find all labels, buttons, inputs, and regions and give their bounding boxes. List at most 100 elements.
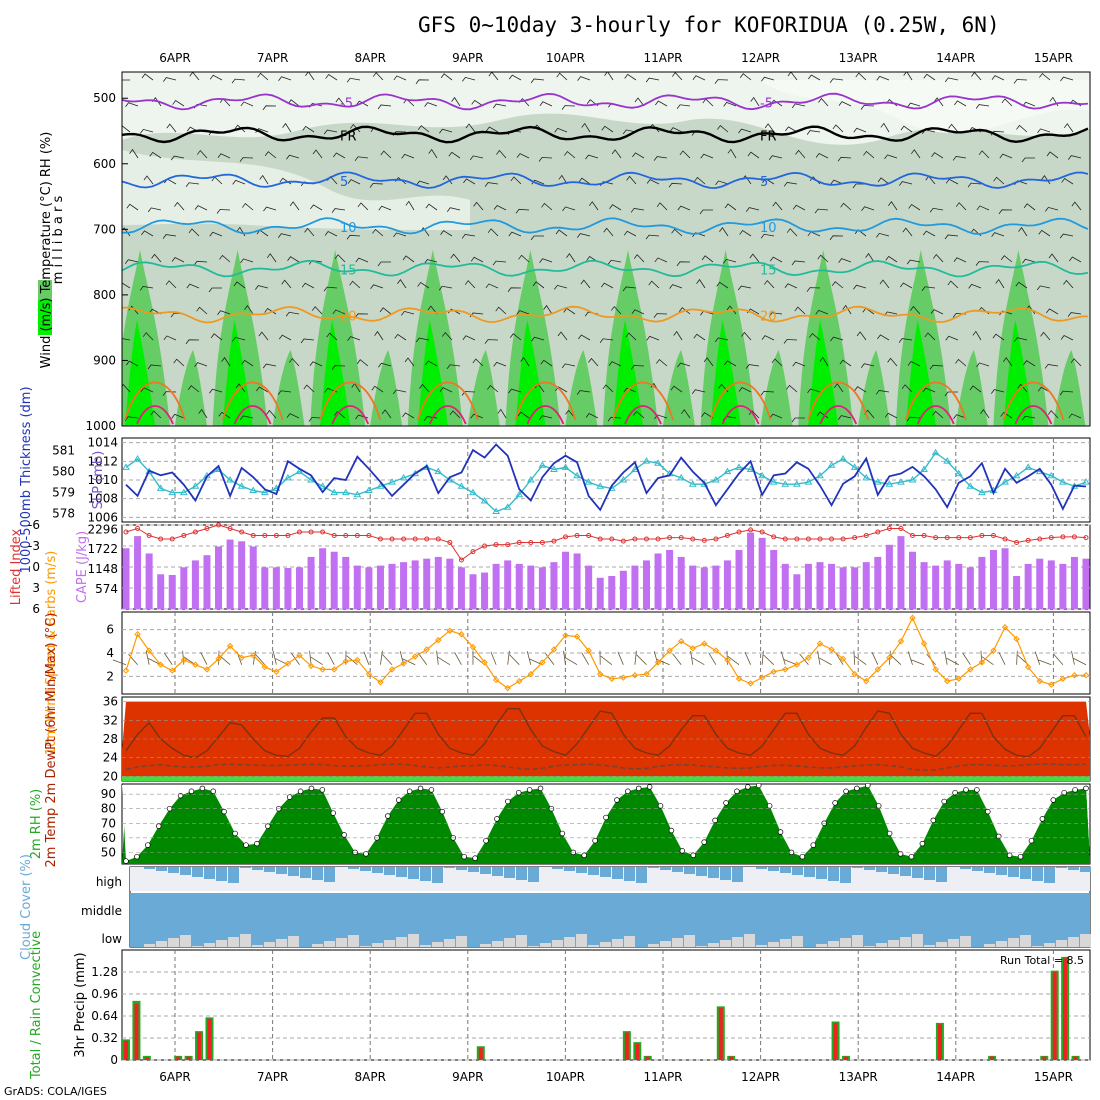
cloud-high-bar [324,867,335,882]
cloud-high-bar [696,867,707,876]
wind-barb [631,309,645,315]
cloud-high-bar [228,867,239,883]
bottom-date-label: 15APR [1034,1070,1073,1084]
wind-barb [272,650,277,665]
wind-barb [326,332,338,341]
wind-speed-point [1013,635,1020,643]
wind-barb [323,129,338,135]
temp-base-band [122,776,1090,781]
wind-barb [906,416,921,422]
cloud-low-clear [1020,935,1031,947]
wind-speed-point [377,679,384,686]
wind-barb [577,76,591,81]
isotherm-30 [721,405,760,425]
cloud-high-bar [864,867,875,870]
cloud-high-bar [924,867,935,880]
lifted-index-point [1083,535,1089,541]
wind-barb [829,78,844,84]
wind-barb [1040,331,1051,341]
wind-barb [877,334,890,341]
wind-barb [461,234,476,239]
wind-speed-point [955,675,962,682]
cape-bar [400,562,408,609]
cloud-low-clear [828,941,839,947]
wind-barb [677,205,691,211]
cloud-low-clear [288,936,299,947]
lifted-index-point [620,538,626,544]
wind-barb [634,650,637,665]
bottom-date-label: 7APR [257,1070,288,1084]
cape-bar [423,558,431,609]
temp-line [125,708,1087,759]
wind-barb [884,154,898,160]
lifted-index-point [135,526,141,531]
wind-barb [723,101,737,107]
thickness-point [827,461,836,468]
wind-barb [678,307,691,315]
lifted-index-point [146,533,152,538]
isotherm-5 [122,171,1089,189]
wind-barb [147,207,162,213]
cloud-low-clear [192,946,203,947]
rh-point [406,788,413,795]
rh-point [265,823,271,829]
wind-barb [999,310,1013,316]
cloud-high-bar [468,867,479,872]
wind-barb [932,410,944,419]
cloud-low-clear [312,944,323,947]
cloud-high-bar [708,867,719,878]
wind-barb [470,413,484,419]
wind-barb [630,208,645,213]
wind-barb [1053,653,1064,665]
wind-speed-point [238,654,245,661]
cape-tick-label: 574 [95,582,118,596]
lifted-index-point [320,529,326,535]
wind-barb [907,102,921,108]
wind-barb [768,155,783,160]
wind-speed-point [1071,672,1078,679]
wind-barb [715,180,729,186]
wind-barb [745,364,760,369]
rh-point [755,782,762,789]
rh-tick-label: 60 [101,831,116,845]
cloud-high-bar [276,867,287,874]
wind-speed-point [296,652,303,659]
wind-barb [170,155,185,161]
wind-barb [933,97,944,107]
wind-barb [833,383,844,393]
cape-bar [481,572,489,609]
cloud-high-bar [180,867,191,875]
wind-barb [217,153,231,159]
wind-speed-point [411,653,419,660]
cape-bar [562,551,570,609]
rh-point [494,816,500,822]
cape-bar [712,565,720,609]
wind-barb [669,284,683,289]
wind-barb [876,232,890,238]
wind-barb [281,279,292,289]
wind-barb [487,228,499,237]
lifted-index-point [574,533,580,538]
wind-barb [508,388,522,394]
cloud-high-bar [936,867,947,882]
precip-convective-bar [937,1024,942,1060]
cape-bar [307,556,315,609]
cloud-high-bar [648,867,659,868]
wind-speed-point [828,646,835,653]
wind-barb [563,650,566,665]
wind-barb [910,659,925,666]
isotherm-15 [122,259,1089,278]
wind-barb [252,650,256,665]
cloud-low-clear [1044,943,1055,947]
wind-speed-point [863,677,870,685]
wind-speed-point [643,670,650,678]
precip-convective-bar [624,1032,629,1060]
rh-moist-column [272,350,305,426]
wind-barb [532,281,545,289]
wind-barb [1000,255,1013,263]
cape-bar [469,574,477,609]
wind-barb [185,182,200,188]
cape-bar [122,548,130,609]
wind-speed-point [458,631,465,638]
rh-point [134,853,140,860]
